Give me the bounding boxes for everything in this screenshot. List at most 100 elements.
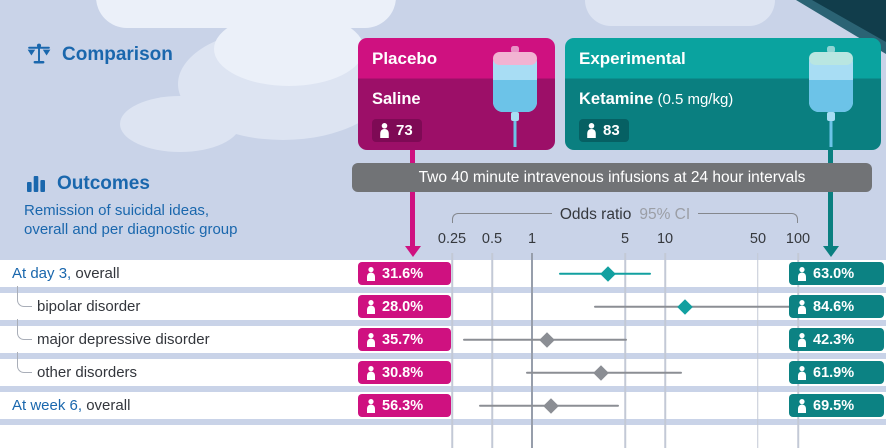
outcome-row: At week 6, overall 56.3% 69.5%: [0, 392, 886, 419]
experimental-percentage-badge: 42.3%: [789, 328, 884, 351]
row-label: other disorders: [37, 359, 137, 386]
placebo-percentage-badge: 30.8%: [358, 361, 451, 384]
experimental-percentage-badge: 63.0%: [789, 262, 884, 285]
tick-label: 0.5: [481, 231, 503, 247]
tick-label: 50: [749, 231, 767, 247]
placebo-title: Placebo: [372, 49, 438, 68]
outcome-row: other disorders 30.8% 61.9%: [0, 352, 886, 386]
cloud-shape: [120, 96, 240, 152]
placebo-percentage: 28.0%: [382, 298, 424, 315]
experimental-percentage: 84.6%: [813, 298, 855, 315]
row-label-highlight: At week 6,: [12, 397, 83, 414]
placebo-percentage-badge: 28.0%: [358, 295, 451, 318]
placebo-percentage: 31.6%: [382, 265, 424, 282]
row-label-text: overall: [71, 265, 120, 282]
comparison-header: Comparison: [26, 42, 173, 68]
cloud-shape: [585, 0, 775, 26]
outcomes-label: Outcomes: [57, 173, 150, 194]
bar-chart-icon: [27, 176, 45, 192]
experimental-n: 83: [603, 122, 620, 139]
drug-name: Ketamine: [579, 90, 654, 108]
placebo-n-badge: 73: [372, 119, 422, 142]
forest-plot-cell: [452, 260, 798, 287]
placebo-percentage: 56.3%: [382, 397, 424, 414]
row-label-text: major depressive disorder: [37, 331, 210, 348]
comparison-label: Comparison: [62, 44, 173, 65]
tick-label: 100: [785, 231, 811, 247]
experimental-arrow: [828, 147, 833, 247]
row-label-highlight: At day 3,: [12, 265, 72, 282]
person-icon: [798, 398, 806, 413]
person-icon: [380, 123, 389, 138]
row-label: At week 6, overall: [12, 392, 130, 419]
tick-label: 1: [528, 231, 537, 247]
placebo-percentage-badge: 56.3%: [358, 394, 451, 417]
person-icon: [367, 299, 375, 314]
person-icon: [367, 266, 375, 281]
outcome-row: bipolar disorder 28.0% 84.6%: [0, 286, 886, 320]
person-icon: [798, 332, 806, 347]
experimental-card: Experimental Ketamine (0.5 mg/kg) 83: [565, 38, 881, 150]
tree-connector-icon: [17, 352, 32, 373]
person-icon: [367, 332, 375, 347]
person-icon: [798, 266, 806, 281]
row-label: major depressive disorder: [37, 326, 210, 353]
forest-plot-cell: [452, 326, 798, 353]
tree-connector-icon: [17, 319, 32, 340]
placebo-subtitle: Saline: [372, 90, 421, 108]
partial-row: [0, 425, 886, 448]
outcomes-header: Outcomes: [24, 172, 150, 196]
outcome-rows: At day 3, overall 31.6% 63.0% bipolar di…: [0, 260, 886, 425]
placebo-arrow: [410, 147, 415, 247]
experimental-percentage-badge: 69.5%: [789, 394, 884, 417]
experimental-percentage: 42.3%: [813, 331, 855, 348]
row-label-text: bipolar disorder: [37, 298, 141, 315]
experimental-percentage: 69.5%: [813, 397, 855, 414]
person-icon: [798, 365, 806, 380]
forest-plot-cell: [452, 392, 798, 419]
person-icon: [587, 123, 596, 138]
outcomes-subtitle-line2: overall and per diagnostic group: [24, 221, 238, 238]
odds-ratio-diamond: [543, 397, 560, 414]
axis-title: Odds ratio: [559, 206, 632, 223]
person-icon: [798, 299, 806, 314]
row-label-text: other disorders: [37, 364, 138, 381]
experimental-subtitle: Ketamine (0.5 mg/kg): [579, 90, 733, 109]
person-icon: [367, 398, 375, 413]
outcomes-subtitle: Remission of suicidal ideas, overall and…: [24, 201, 237, 239]
placebo-percentage-badge: 31.6%: [358, 262, 451, 285]
tick-label: 5: [620, 231, 630, 247]
experimental-title: Experimental: [579, 49, 686, 68]
placebo-card: Placebo Saline 73: [358, 38, 555, 150]
axis-bracket-left: [452, 213, 552, 223]
axis-ci-label: 95% CI: [639, 206, 691, 223]
cloud-shape: [214, 12, 364, 86]
row-label: bipolar disorder: [37, 293, 140, 320]
confidence-interval-line: [593, 305, 794, 308]
placebo-percentage: 30.8%: [382, 364, 424, 381]
odds-ratio-diamond: [593, 364, 609, 381]
experimental-percentage-badge: 84.6%: [789, 295, 884, 318]
placebo-n: 73: [396, 122, 413, 139]
infusion-note: Two 40 minute intravenous infusions at 2…: [352, 163, 872, 192]
iv-bag-icon: [493, 46, 537, 147]
odds-ratio-diamond: [677, 298, 693, 315]
odds-ratio-diamond: [539, 331, 555, 348]
placebo-percentage-badge: 35.7%: [358, 328, 451, 351]
row-label: At day 3, overall: [12, 260, 120, 287]
forest-plot-cell: [452, 359, 798, 386]
outcome-row: At day 3, overall 31.6% 63.0%: [0, 260, 886, 287]
axis-tick-labels: 0.25 0.5 1 5 10 50 100: [438, 231, 810, 249]
odds-ratio-axis-header: Odds ratio 95% CI: [452, 206, 799, 224]
odds-ratio-diamond: [599, 265, 616, 282]
tick-label: 0.25: [437, 231, 467, 247]
experimental-percentage: 61.9%: [813, 364, 855, 381]
scales-icon: [27, 43, 51, 64]
forest-plot-cell: [452, 293, 798, 320]
experimental-percentage: 63.0%: [813, 265, 855, 282]
axis-bracket-right: [698, 213, 799, 223]
experimental-percentage-badge: 61.9%: [789, 361, 884, 384]
tree-connector-icon: [17, 286, 32, 307]
person-icon: [367, 365, 375, 380]
tick-label: 10: [656, 231, 674, 247]
